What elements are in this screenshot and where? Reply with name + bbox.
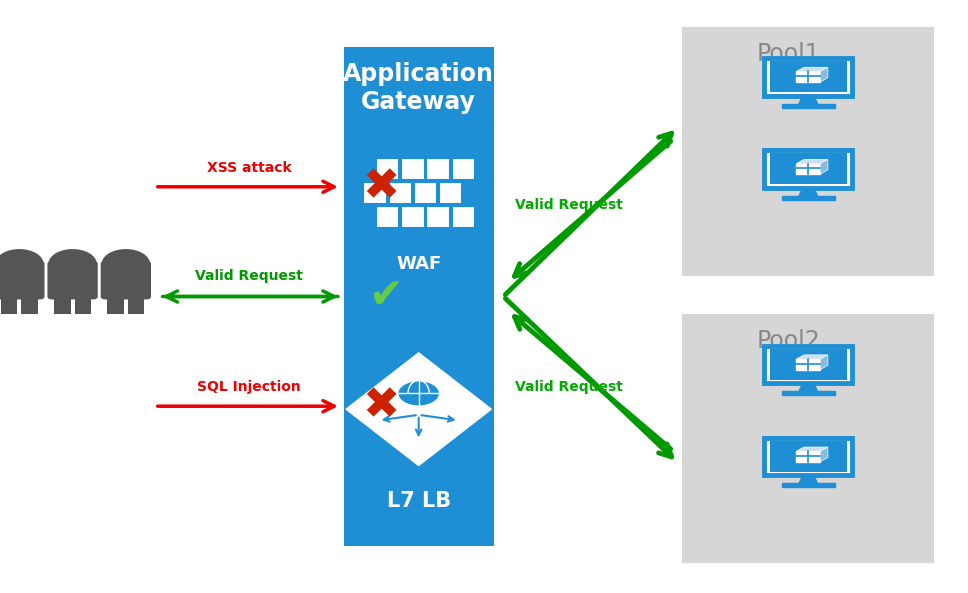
FancyBboxPatch shape	[0, 261, 45, 299]
Text: ✔: ✔	[368, 276, 403, 317]
Polygon shape	[797, 164, 820, 174]
Polygon shape	[797, 359, 820, 369]
Polygon shape	[799, 95, 818, 104]
Bar	[770, 61, 847, 93]
Polygon shape	[820, 67, 828, 82]
Circle shape	[102, 249, 150, 279]
Bar	[782, 104, 834, 108]
Text: SQL Injection: SQL Injection	[197, 380, 301, 394]
Text: ✖: ✖	[362, 165, 399, 208]
Bar	[765, 58, 852, 95]
Bar	[682, 314, 934, 563]
Bar	[782, 391, 834, 396]
Text: WAF: WAF	[396, 255, 441, 273]
Polygon shape	[797, 451, 820, 462]
Bar	[782, 483, 834, 487]
Bar	[770, 349, 847, 380]
Bar	[414, 182, 436, 203]
Text: Valid Request: Valid Request	[515, 198, 622, 212]
FancyBboxPatch shape	[47, 261, 98, 299]
Bar	[426, 206, 449, 227]
Polygon shape	[797, 355, 828, 359]
Bar	[451, 206, 474, 227]
Text: Application
Gateway: Application Gateway	[344, 62, 494, 114]
Bar	[364, 182, 385, 203]
Bar	[765, 438, 852, 476]
Bar	[376, 206, 399, 227]
Text: ✖: ✖	[362, 385, 399, 428]
Text: Pool1: Pool1	[757, 42, 821, 65]
Circle shape	[48, 249, 97, 279]
Polygon shape	[797, 67, 828, 72]
Bar	[451, 158, 474, 179]
Bar	[402, 158, 424, 179]
Bar	[128, 296, 144, 314]
Polygon shape	[799, 383, 818, 391]
Polygon shape	[797, 447, 828, 451]
Circle shape	[397, 380, 439, 406]
Bar	[426, 158, 449, 179]
Bar	[1, 296, 17, 314]
Bar	[782, 196, 834, 200]
Text: Pool2: Pool2	[757, 329, 821, 353]
Bar	[376, 158, 399, 179]
Bar	[344, 47, 494, 546]
Polygon shape	[799, 188, 818, 196]
Bar	[439, 182, 462, 203]
Polygon shape	[799, 476, 818, 483]
Bar	[682, 27, 934, 276]
FancyBboxPatch shape	[101, 261, 151, 299]
Bar	[21, 296, 38, 314]
Bar	[402, 206, 424, 227]
Text: L7 LB: L7 LB	[386, 491, 451, 511]
Text: Valid Request: Valid Request	[515, 380, 622, 394]
Bar	[770, 441, 847, 472]
Bar	[107, 296, 124, 314]
Polygon shape	[820, 447, 828, 462]
Polygon shape	[820, 160, 828, 174]
Polygon shape	[820, 355, 828, 369]
Text: XSS attack: XSS attack	[207, 161, 291, 175]
Polygon shape	[347, 353, 491, 466]
Bar	[770, 154, 847, 184]
Bar	[765, 150, 852, 188]
Bar	[389, 182, 411, 203]
Bar	[75, 296, 91, 314]
Bar	[765, 346, 852, 383]
Polygon shape	[797, 72, 820, 82]
Circle shape	[0, 249, 44, 279]
Bar	[54, 296, 71, 314]
Text: Valid Request: Valid Request	[196, 269, 303, 283]
Polygon shape	[797, 160, 828, 164]
